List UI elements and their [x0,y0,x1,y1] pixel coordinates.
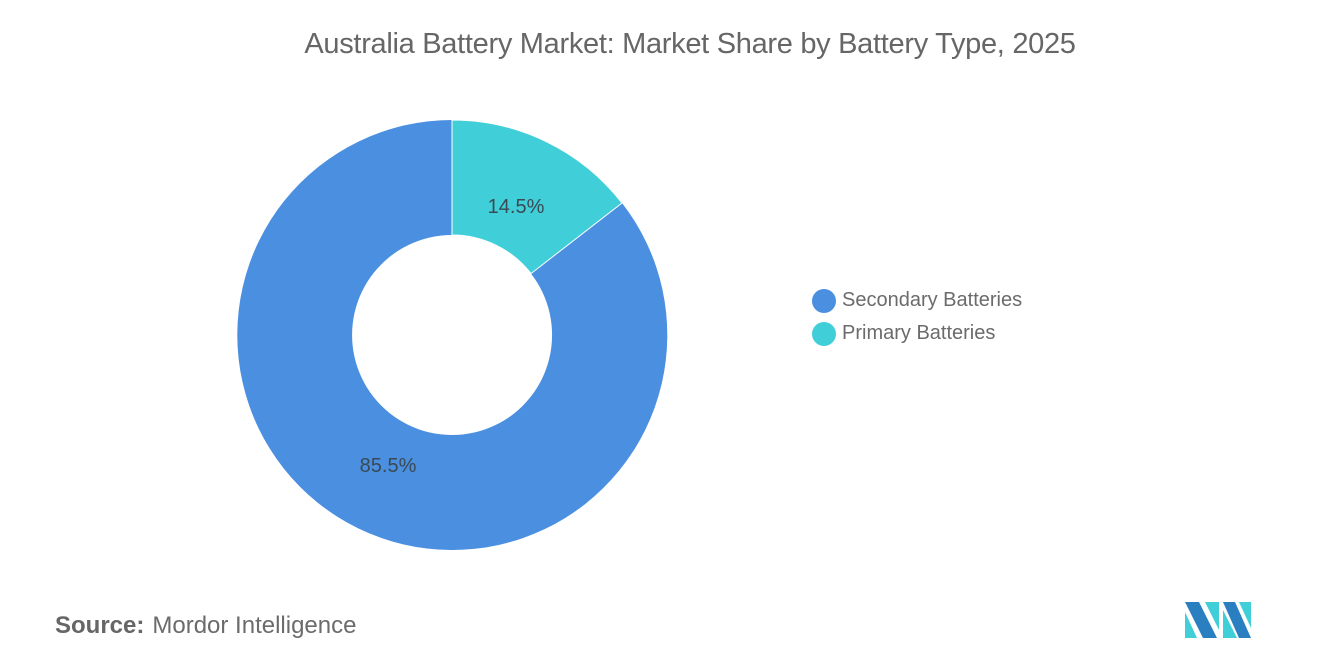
legend-label: Primary Batteries [842,322,996,344]
slice-primary-batteries[interactable] [451,119,623,275]
slice-label-secondary: 85.5% [360,455,417,477]
chart-title: Australia Battery Market: Market Share b… [304,28,1076,60]
legend-swatch-icon [812,321,836,346]
legend-item-secondary-batteries[interactable]: Secondary Batteries [812,284,1022,317]
slice-secondary-batteries[interactable] [237,120,668,550]
legend-item-primary-batteries[interactable]: Primary Batteries [812,317,1022,350]
slice-label-primary: 14.5% [488,196,545,218]
source-prefix: Source: [55,612,145,639]
source-note: Source: Mordor Intelligence [55,612,356,640]
legend-swatch-icon [812,288,836,313]
legend-label: Secondary Batteries [842,289,1023,311]
chart-legend: Secondary Batteries Primary Batteries [812,284,1022,350]
mordor-intelligence-logo-icon [1185,602,1251,638]
source-name: Mordor Intelligence [152,612,357,639]
